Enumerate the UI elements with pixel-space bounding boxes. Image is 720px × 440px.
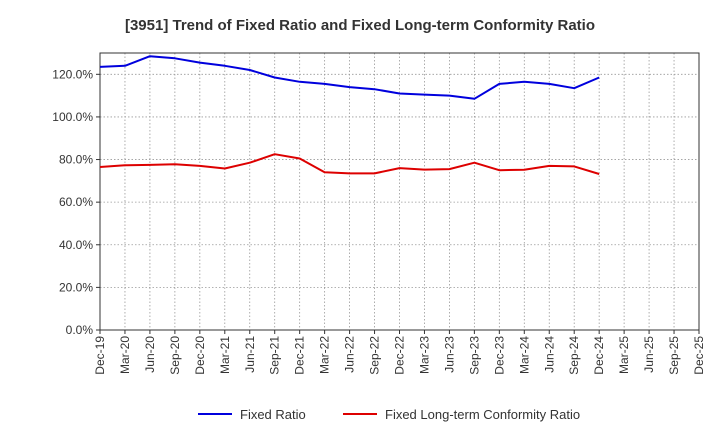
x-tick-label: Jun-24: [542, 336, 556, 373]
series: [99, 55, 600, 175]
x-tick-label: Mar-25: [617, 336, 631, 374]
x-tick-label: Dec-21: [293, 336, 307, 375]
x-tick-label: Mar-23: [417, 336, 431, 374]
y-tick-label: 20.0%: [59, 280, 93, 294]
y-tick-label: 100.0%: [52, 110, 93, 124]
legend-label-fixed-long-term-conformity-ratio: Fixed Long-term Conformity Ratio: [385, 407, 580, 422]
x-tick-label: Dec-22: [393, 336, 407, 375]
series-line-fixed-long-term-conformity-ratio: [99, 153, 600, 175]
y-tick-label: 60.0%: [59, 195, 93, 209]
x-tick-label: Dec-24: [592, 336, 606, 375]
x-tick-label: Dec-20: [193, 336, 207, 375]
x-tick-label: Sep-23: [467, 336, 481, 375]
y-tick-label: 40.0%: [59, 238, 93, 252]
y-tick-label: 120.0%: [52, 67, 93, 81]
y-tick-label: 0.0%: [66, 323, 94, 337]
x-tick-label: Dec-23: [492, 336, 506, 375]
x-tick-label: Mar-20: [118, 336, 132, 374]
x-tick-label: Sep-24: [567, 336, 581, 375]
chart-title: [3951] Trend of Fixed Ratio and Fixed Lo…: [125, 17, 595, 34]
x-tick-label: Jun-22: [343, 336, 357, 373]
x-axis: Dec-19 Mar-20 Jun-20 Sep-20 Dec-20 Mar-21 Jun-…: [93, 330, 706, 375]
x-tick-label: Jun-25: [642, 336, 656, 373]
y-tick-label: 80.0%: [59, 153, 93, 167]
x-tick-label: Jun-23: [442, 336, 456, 373]
x-tick-label: Sep-21: [268, 336, 282, 375]
x-tick-label: Dec-19: [93, 336, 107, 375]
series-line-fixed-ratio: [99, 55, 600, 100]
x-tick-label: Jun-20: [143, 336, 157, 373]
x-tick-label: Sep-22: [368, 336, 382, 375]
x-tick-label: Mar-21: [218, 336, 232, 374]
x-tick-label: Sep-25: [667, 336, 681, 375]
x-tick-label: Mar-24: [517, 336, 531, 374]
x-tick-label: Mar-22: [318, 336, 332, 374]
grid: [100, 53, 699, 330]
legend-label-fixed-ratio: Fixed Ratio: [240, 407, 306, 422]
x-tick-label: Sep-20: [168, 336, 182, 375]
x-tick-label: Dec-25: [692, 336, 706, 375]
y-axis: 0.0% 20.0% 40.0% 60.0% 80.0% 100.0% 120.0%: [52, 67, 100, 337]
legend: Fixed Ratio Fixed Long-term Conformity R…: [198, 407, 580, 422]
x-tick-label: Jun-21: [243, 336, 257, 373]
